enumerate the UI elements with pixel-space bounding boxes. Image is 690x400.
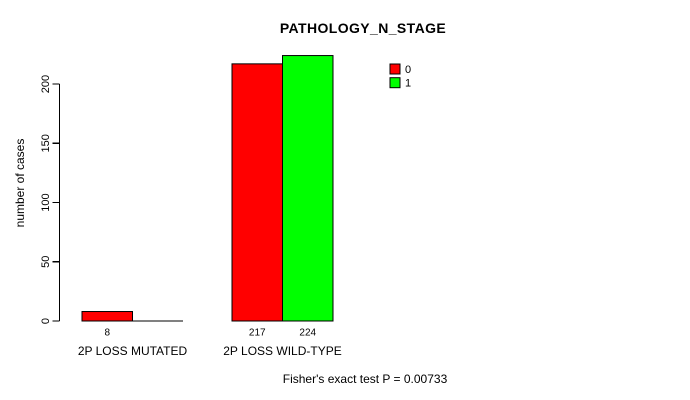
bar-value-label: 217 — [249, 328, 266, 339]
bar-2P LOSS MUTATED-0 — [81, 311, 133, 322]
bar-value-label: 8 — [104, 328, 110, 339]
bar-2P LOSS WILD-TYPE-0 — [231, 63, 283, 322]
x-category-label: 2P LOSS WILD-TYPE — [223, 344, 341, 358]
y-tick-label: 150 — [40, 134, 52, 152]
stat-caption: Fisher's exact test P = 0.00733 — [282, 372, 448, 386]
y-tick-label: 50 — [40, 256, 52, 268]
chart-title: PATHOLOGY_N_STAGE — [279, 20, 447, 36]
bar-value-label: 224 — [299, 328, 316, 339]
y-tick-label: 100 — [40, 193, 52, 211]
legend-swatch-1 — [389, 77, 401, 89]
legend-swatch-0 — [389, 63, 401, 75]
y-tick-label: 200 — [40, 75, 52, 93]
bar-2P LOSS WILD-TYPE-1 — [282, 55, 334, 322]
legend-label: 1 — [405, 78, 411, 90]
legend-label: 0 — [405, 64, 411, 76]
y-tick-label: 0 — [40, 318, 52, 324]
x-category-label: 2P LOSS MUTATED — [78, 344, 188, 358]
